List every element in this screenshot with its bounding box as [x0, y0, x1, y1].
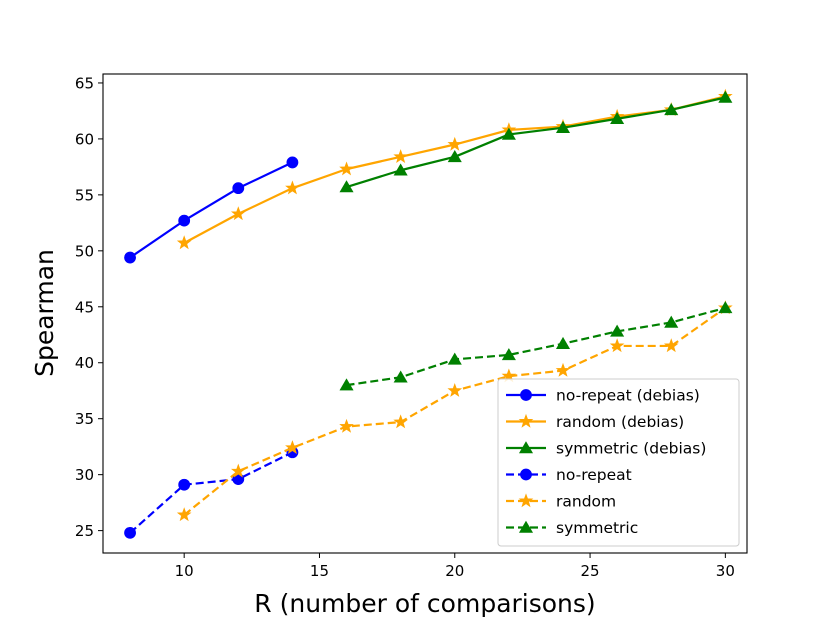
- data-point-random-debias: [339, 161, 354, 176]
- data-point-random: [230, 463, 246, 478]
- data-point-random-debias: [230, 206, 246, 221]
- y-tick-label: 40: [75, 354, 94, 372]
- y-tick-label: 55: [75, 186, 94, 204]
- series-line-symmetric: [346, 306, 726, 387]
- y-tick-label: 50: [75, 242, 94, 260]
- y-tick-label: 25: [75, 522, 94, 540]
- legend-label-symmetric-debias: symmetric (debias): [556, 440, 706, 458]
- data-point-symmetric-debias: [447, 150, 462, 163]
- data-point-random-debias: [447, 136, 463, 151]
- data-point-random: [663, 338, 679, 353]
- data-point-symmetric: [339, 378, 354, 391]
- data-point-random-debias: [176, 235, 192, 250]
- x-tick-label: 30: [716, 562, 735, 580]
- legend-entry-random-debias: random (debias): [506, 413, 684, 431]
- legend-entry-symmetric-debias: symmetric (debias): [506, 440, 706, 458]
- plot-area: [102, 73, 748, 554]
- data-point-symmetric: [718, 301, 733, 314]
- legend-label-no-repeat-debias: no-repeat (debias): [556, 387, 700, 405]
- data-point-no-repeat: [178, 478, 191, 491]
- data-point-symmetric-debias: [393, 163, 408, 176]
- data-point-no-repeat: [124, 526, 136, 539]
- legend-box: [497, 378, 740, 547]
- y-tick-label: 60: [75, 130, 94, 148]
- data-point-symmetric-debias: [339, 180, 354, 193]
- data-point-symmetric-debias: [610, 111, 625, 125]
- series-line-no-repeat: [129, 451, 293, 534]
- legend-label-symmetric: symmetric: [556, 519, 638, 537]
- legend-label-random-debias: random (debias): [556, 413, 684, 431]
- legend-marker-random-debias: [518, 413, 534, 428]
- x-tick-label: 20: [445, 562, 464, 580]
- x-tick-label: 10: [175, 562, 194, 580]
- series-symmetric-debias: [339, 90, 733, 193]
- data-point-random: [176, 507, 192, 522]
- legend-marker-random: [518, 493, 534, 508]
- series-no-repeat: [124, 446, 299, 539]
- data-point-symmetric: [393, 370, 408, 383]
- y-tick-label: 45: [75, 298, 94, 316]
- data-point-random: [609, 338, 625, 353]
- series-symmetric: [339, 301, 733, 391]
- legend-entry-random: random: [506, 493, 616, 511]
- y-tick-label: 35: [75, 410, 94, 428]
- data-point-random-debias: [285, 180, 300, 195]
- x-axis-ticks: 10 15 20 25 30: [175, 553, 735, 580]
- legend-marker-symmetric-debias: [518, 441, 534, 454]
- y-tick-label: 30: [75, 466, 94, 484]
- data-point-no-repeat-debias: [178, 214, 191, 227]
- data-point-no-repeat-debias: [124, 251, 136, 264]
- x-axis-label: R (number of comparisons): [254, 589, 595, 618]
- axes-frame: [102, 73, 748, 554]
- y-axis-label: Spearman: [30, 249, 59, 377]
- data-point-random: [285, 440, 300, 455]
- data-point-random: [447, 383, 463, 397]
- series-line-random-debias: [183, 95, 726, 244]
- legend-marker-symmetric: [518, 520, 534, 533]
- data-point-random-debias: [393, 149, 408, 164]
- data-point-no-repeat-debias: [232, 182, 245, 195]
- series-layer: [124, 88, 733, 539]
- data-point-symmetric: [664, 315, 679, 328]
- legend-label-no-repeat: no-repeat: [556, 466, 632, 484]
- data-point-symmetric: [610, 324, 625, 337]
- series-no-repeat-debias: [124, 156, 299, 264]
- data-point-symmetric-debias: [664, 103, 679, 116]
- data-point-symmetric-debias: [555, 120, 571, 133]
- legend-entry-no-repeat-debias: no-repeat (debias): [506, 387, 700, 405]
- data-point-random: [393, 414, 408, 429]
- legend-entry-symmetric: symmetric: [506, 519, 638, 537]
- x-tick-label: 15: [310, 562, 329, 580]
- legend: no-repeat (debias) random (debias) symmetr…: [497, 378, 740, 547]
- legend-marker-no-repeat: [520, 468, 532, 481]
- data-point-symmetric: [501, 348, 516, 361]
- data-point-symmetric-debias: [501, 127, 516, 140]
- y-axis-ticks: 25 30 35 40 45 50 55 60 65: [75, 74, 103, 540]
- data-point-no-repeat-debias: [286, 156, 299, 169]
- y-tick-label: 65: [75, 74, 94, 92]
- data-point-symmetric: [555, 336, 571, 349]
- legend-label-random: random: [556, 493, 616, 511]
- legend-entry-no-repeat: no-repeat: [506, 466, 632, 484]
- data-point-random: [339, 418, 354, 433]
- data-point-symmetric: [447, 352, 462, 365]
- x-tick-label: 25: [581, 562, 600, 580]
- legend-marker-no-repeat-debias: [520, 389, 532, 401]
- data-point-random: [555, 362, 571, 377]
- series-line-no-repeat-debias: [129, 161, 293, 259]
- data-point-symmetric-debias: [718, 90, 733, 103]
- series-line-symmetric-debias: [346, 96, 726, 189]
